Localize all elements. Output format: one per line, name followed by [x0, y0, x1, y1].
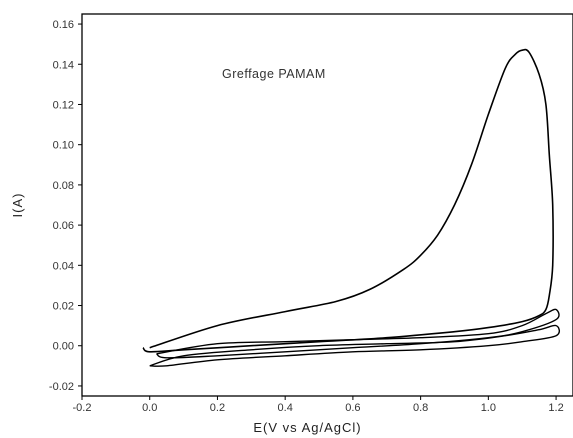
y-tick-label: 0.12: [53, 99, 74, 111]
y-tick-label: 0.00: [53, 341, 74, 353]
x-tick-label: 0.0: [142, 402, 157, 414]
x-tick-label: 1.0: [481, 402, 496, 414]
y-tick-label: 0.02: [53, 301, 74, 313]
x-tick-label: 0.8: [413, 402, 428, 414]
y-tick-label: 0.04: [53, 260, 74, 272]
y-tick-label: -0.02: [49, 381, 74, 393]
x-axis-label: E(V vs Ag/AgCl): [253, 420, 361, 435]
chart-annotation: Greffage PAMAM: [222, 67, 326, 81]
y-tick-label: 0.16: [53, 19, 74, 31]
x-tick-label: -0.2: [73, 402, 92, 414]
x-tick-label: 1.2: [548, 402, 563, 414]
y-axis-label: I(A): [10, 193, 25, 218]
x-tick-label: 0.6: [345, 402, 360, 414]
y-tick-label: 0.06: [53, 220, 74, 232]
cv-curve-1: [142, 48, 554, 353]
y-tick-label: 0.08: [53, 180, 74, 192]
x-tick-label: 0.2: [210, 402, 225, 414]
cv-curve-3: [149, 324, 560, 367]
cv-curve-2: [156, 308, 560, 359]
y-tick-label: 0.14: [53, 59, 74, 71]
x-tick-label: 0.4: [278, 402, 293, 414]
y-tick-label: 0.10: [53, 140, 74, 152]
plot-frame: [81, 13, 573, 397]
